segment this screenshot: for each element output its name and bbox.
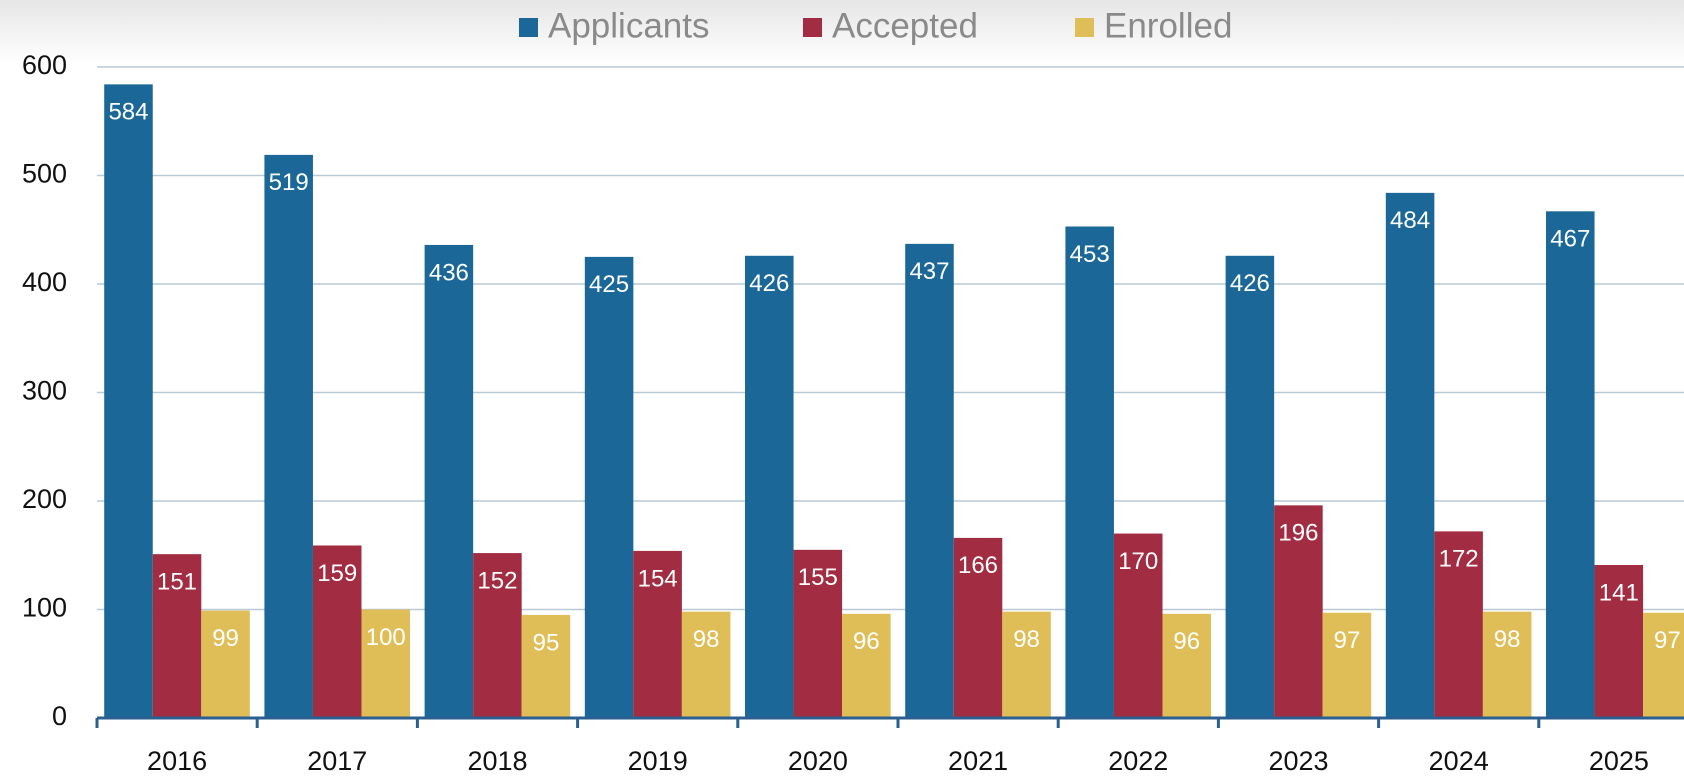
x-tick-label: 2021 (948, 746, 1008, 776)
value-label: 436 (429, 259, 469, 286)
legend-swatch (519, 18, 538, 37)
y-tick-label: 600 (22, 50, 67, 80)
bar (264, 154, 313, 718)
x-tick-label: 2019 (628, 746, 688, 776)
bar (312, 545, 362, 718)
bar (1065, 226, 1114, 718)
bar (953, 537, 1003, 718)
bar (633, 550, 682, 718)
value-label: 172 (1439, 546, 1479, 573)
value-label: 141 (1599, 579, 1639, 606)
bar (1113, 533, 1163, 718)
value-label: 155 (798, 564, 838, 591)
value-label: 467 (1550, 226, 1590, 253)
bar (1002, 611, 1051, 718)
x-tick-label: 2024 (1429, 746, 1489, 776)
value-label: 97 (1334, 627, 1361, 654)
value-label: 98 (1013, 626, 1040, 653)
bar (1274, 505, 1323, 718)
y-tick-label: 100 (22, 593, 67, 623)
bar (1643, 612, 1684, 718)
bar (201, 610, 250, 718)
bar (1482, 611, 1532, 718)
bar (473, 553, 522, 718)
y-tick-label: 400 (22, 267, 67, 297)
bar (745, 255, 794, 719)
legend-swatch (803, 18, 822, 37)
value-label: 98 (693, 626, 720, 653)
bar (152, 554, 202, 718)
bar (104, 84, 153, 719)
bar (584, 256, 634, 718)
x-tick-label: 2022 (1108, 746, 1168, 776)
value-label: 170 (1118, 548, 1158, 575)
legend-swatch (1075, 18, 1094, 37)
x-tick-label: 2020 (788, 746, 848, 776)
value-label: 95 (533, 629, 560, 656)
bar (1322, 612, 1372, 718)
value-label: 584 (108, 99, 148, 126)
bar (361, 609, 411, 718)
legend-label: Enrolled (1104, 6, 1232, 45)
value-label: 425 (589, 271, 629, 298)
legend-label: Accepted (832, 6, 978, 45)
y-tick-label: 200 (22, 484, 67, 514)
bar (424, 244, 474, 718)
y-tick-label: 500 (22, 159, 67, 189)
bar (842, 613, 891, 718)
x-tick-label: 2023 (1268, 746, 1328, 776)
value-label: 437 (909, 258, 949, 285)
legend-background (0, 0, 1684, 64)
x-tick-label: 2017 (307, 746, 367, 776)
bar (1225, 255, 1275, 719)
x-tick-label: 2025 (1589, 746, 1649, 776)
value-label: 154 (638, 565, 678, 592)
value-label: 453 (1070, 241, 1110, 268)
legend-label: Applicants (548, 6, 709, 45)
x-tick-label: 2018 (467, 746, 527, 776)
value-label: 166 (958, 552, 998, 579)
y-tick-label: 300 (22, 376, 67, 406)
x-tick-label: 2016 (147, 746, 207, 776)
value-label: 98 (1494, 626, 1521, 653)
bar (1434, 531, 1483, 718)
value-label: 484 (1390, 207, 1430, 234)
bar (1594, 565, 1644, 718)
bar (1385, 192, 1435, 719)
value-label: 426 (749, 270, 789, 297)
value-label: 152 (477, 567, 517, 594)
value-label: 426 (1230, 270, 1270, 297)
value-label: 519 (269, 169, 309, 196)
value-label: 100 (366, 624, 406, 651)
value-label: 96 (1173, 628, 1200, 655)
bar (521, 614, 571, 718)
value-label: 196 (1278, 520, 1318, 547)
bar (793, 549, 843, 718)
value-label: 151 (157, 569, 197, 596)
y-tick-label: 0 (52, 701, 67, 731)
value-label: 159 (317, 560, 357, 587)
value-label: 97 (1654, 627, 1681, 654)
value-label: 99 (212, 625, 239, 652)
bar (681, 611, 731, 718)
bar (1162, 613, 1212, 718)
value-label: 96 (853, 628, 880, 655)
bar (1546, 211, 1595, 718)
bar (905, 243, 954, 719)
